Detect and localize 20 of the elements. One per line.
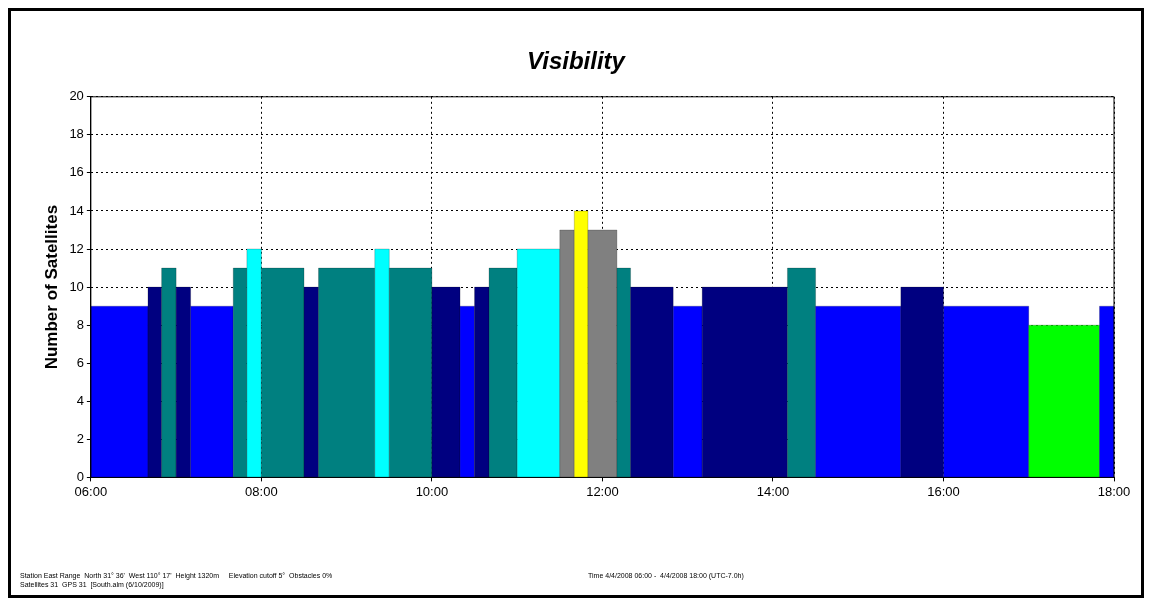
x-tick-label: 10:00 xyxy=(415,483,449,499)
y-tick-label: 4 xyxy=(76,392,84,408)
y-axis-title: Number of Satellites xyxy=(41,204,61,370)
y-tick-label: 18 xyxy=(69,126,84,142)
y-tick-label: 16 xyxy=(69,164,84,180)
x-tick-label: 08:00 xyxy=(245,483,278,499)
y-tick-label: 14 xyxy=(69,202,84,218)
x-tick-label: 12:00 xyxy=(586,483,619,499)
y-tick-label: 12 xyxy=(69,240,84,256)
y-tick-label: 6 xyxy=(76,354,84,370)
y-tick-label: 20 xyxy=(69,88,84,104)
x-tick-label: 06:00 xyxy=(74,483,108,499)
x-tick-label: 16:00 xyxy=(927,483,960,499)
y-tick-label: 2 xyxy=(76,430,84,446)
x-tick-label: 14:00 xyxy=(756,483,790,499)
y-tick-label: 0 xyxy=(76,468,84,484)
chart-title: Visibility xyxy=(527,47,627,75)
x-tick-label: 18:00 xyxy=(1097,483,1131,499)
y-tick-label: 8 xyxy=(76,316,84,332)
y-tick-label: 10 xyxy=(69,278,84,294)
